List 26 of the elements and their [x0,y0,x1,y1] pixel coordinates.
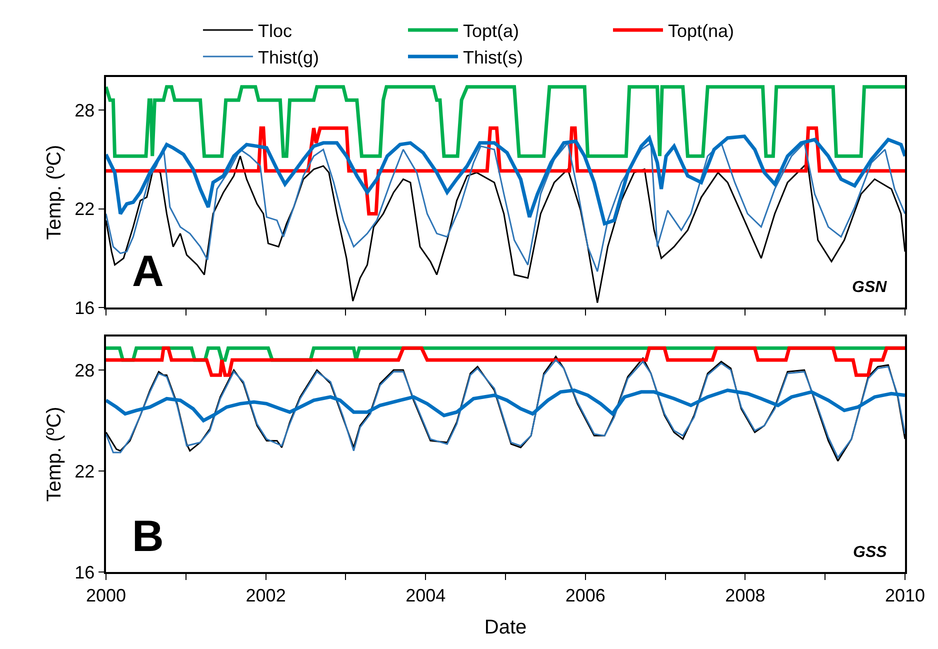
annotation: GSS [853,544,888,561]
x-tick-label: 2006 [565,585,606,606]
y-axis-title: Temp. (ºC) [44,406,66,502]
line-series [106,388,905,422]
line-series [106,134,905,226]
legend-label: Thist(s) [463,47,523,68]
y-tick-label: 22 [74,461,95,482]
annotation: GSN [852,279,888,296]
y-tick-label: 16 [74,562,95,582]
annotation: A [132,247,164,296]
legend-label: Tloc [258,21,292,42]
y-axis-title: Temp. (ºC) [44,144,66,240]
annotation: B [132,512,164,561]
legend-label: Topt(na) [668,21,734,42]
legend-label: Thist(g) [258,47,320,68]
x-tick-label: 2004 [406,585,446,606]
y-tick-label: 22 [74,199,95,220]
y-tick-label: 28 [74,100,95,120]
x-tick-label: 2000 [86,585,126,606]
x-tick-label: 2008 [725,585,766,606]
y-tick-label: 16 [74,298,95,318]
x-tick-label: 2002 [246,585,286,606]
legend-label: Topt(a) [463,21,520,42]
x-tick-label: 2010 [884,585,926,606]
y-tick-label: 28 [74,360,95,380]
x-axis-title: Date [484,616,527,638]
